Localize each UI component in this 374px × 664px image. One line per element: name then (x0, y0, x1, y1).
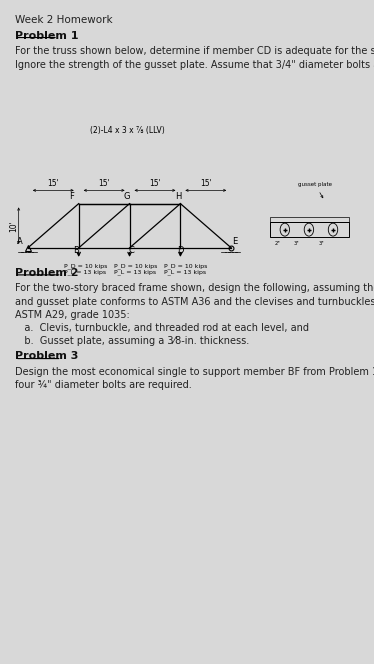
Text: 2": 2" (275, 242, 280, 246)
Text: Week 2 Homework: Week 2 Homework (15, 15, 113, 25)
Text: For the two-story braced frame shown, design the following, assuming the threade: For the two-story braced frame shown, de… (15, 284, 374, 346)
Text: P_D = 10 kips: P_D = 10 kips (64, 263, 108, 269)
Text: C: C (128, 246, 134, 256)
Text: 15': 15' (47, 179, 59, 188)
Text: 3": 3" (318, 242, 324, 246)
Text: P_L = 13 kips: P_L = 13 kips (164, 269, 206, 275)
Text: A: A (17, 237, 23, 246)
Text: Problem 1: Problem 1 (15, 31, 79, 41)
Text: F: F (69, 193, 74, 201)
Text: 15': 15' (98, 179, 110, 188)
Text: B: B (73, 246, 79, 256)
Text: 15': 15' (149, 179, 161, 188)
Text: 10': 10' (9, 220, 18, 232)
Text: D: D (177, 246, 184, 256)
Text: P_D = 10 kips: P_D = 10 kips (164, 263, 208, 269)
Text: 3": 3" (294, 242, 300, 246)
Text: Problem 2: Problem 2 (15, 268, 79, 278)
Text: Problem 3: Problem 3 (15, 351, 78, 361)
Text: P_L = 13 kips: P_L = 13 kips (64, 269, 107, 275)
Text: P_D = 10 kips: P_D = 10 kips (114, 263, 158, 269)
Text: G: G (124, 193, 130, 201)
Text: Design the most economical single to support member BF from Problem 1. Assume a : Design the most economical single to sup… (15, 367, 374, 390)
Text: H: H (175, 193, 181, 201)
Text: For the truss shown below, determine if member CD is adequate for the service lo: For the truss shown below, determine if … (15, 46, 374, 70)
Text: E: E (232, 237, 237, 246)
Text: P_L = 13 kips: P_L = 13 kips (114, 269, 156, 275)
Text: 15': 15' (200, 179, 212, 188)
Bar (270, 216, 349, 222)
Text: (2)-L4 x 3 x ⅞ (LLV): (2)-L4 x 3 x ⅞ (LLV) (90, 126, 165, 135)
Text: gusset plate: gusset plate (298, 183, 332, 198)
Bar (270, 222, 349, 237)
